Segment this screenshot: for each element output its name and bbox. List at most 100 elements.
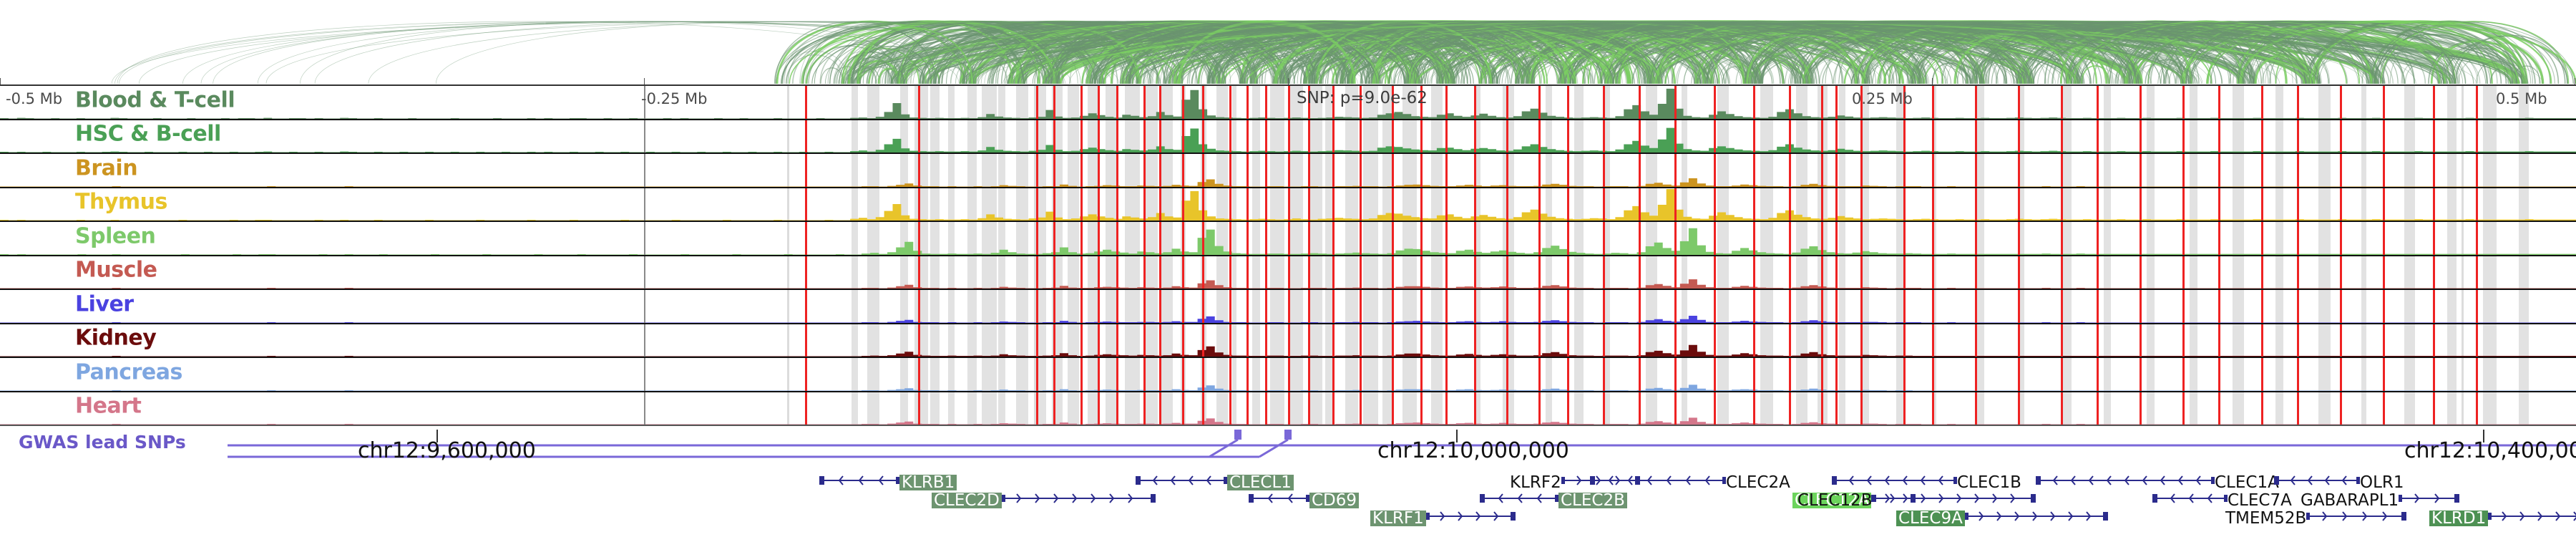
snp-marker[interactable]: [2261, 358, 2263, 391]
snp-marker[interactable]: [1246, 154, 1249, 187]
snp-marker[interactable]: [1860, 188, 1863, 221]
snp-marker[interactable]: [805, 290, 807, 323]
snp-marker[interactable]: [1116, 358, 1118, 391]
snp-marker[interactable]: [1674, 358, 1677, 391]
snp-marker[interactable]: [1265, 188, 1267, 221]
snp-marker[interactable]: [1182, 256, 1184, 289]
snp-marker[interactable]: [1036, 86, 1038, 119]
snp-marker[interactable]: [1265, 256, 1267, 289]
snp-marker[interactable]: [1714, 154, 1716, 187]
snp-marker[interactable]: [1143, 392, 1146, 425]
snp-marker[interactable]: [1159, 290, 1161, 323]
snp-marker[interactable]: [2261, 222, 2263, 255]
snp-marker[interactable]: [2097, 188, 2099, 221]
snp-marker[interactable]: [1288, 290, 1290, 323]
snp-marker[interactable]: [1714, 86, 1716, 119]
snp-marker[interactable]: [1821, 188, 1823, 221]
snp-marker[interactable]: [1229, 392, 1231, 425]
snp-marker[interactable]: [2182, 392, 2185, 425]
snp-marker[interactable]: [1246, 86, 1249, 119]
track-spleen[interactable]: Spleen: [0, 222, 2576, 256]
snp-marker[interactable]: [2297, 358, 2299, 391]
snp-marker[interactable]: [1265, 222, 1267, 255]
track-liver[interactable]: Liver: [0, 290, 2576, 324]
snp-marker[interactable]: [1789, 324, 1791, 357]
snp-marker[interactable]: [1538, 392, 1541, 425]
snp-marker[interactable]: [1392, 358, 1394, 391]
snp-marker[interactable]: [2476, 86, 2478, 119]
snp-marker[interactable]: [1308, 120, 1310, 153]
snp-marker[interactable]: [1506, 154, 1508, 187]
snp-marker[interactable]: [918, 256, 920, 289]
snp-marker[interactable]: [2061, 290, 2063, 323]
snp-marker[interactable]: [1714, 188, 1716, 221]
snp-marker[interactable]: [1229, 256, 1231, 289]
snp-marker[interactable]: [1506, 324, 1508, 357]
snp-marker[interactable]: [1080, 120, 1083, 153]
snp-marker[interactable]: [1246, 222, 1249, 255]
snp-marker[interactable]: [2383, 324, 2385, 357]
snp-marker[interactable]: [1567, 324, 1569, 357]
snp-marker[interactable]: [1903, 256, 1906, 289]
snp-marker[interactable]: [1639, 290, 1641, 323]
snp-marker[interactable]: [2261, 256, 2263, 289]
snp-marker[interactable]: [1835, 256, 1838, 289]
snp-marker[interactable]: [2218, 358, 2220, 391]
snp-marker[interactable]: [1036, 222, 1038, 255]
snp-marker[interactable]: [1835, 222, 1838, 255]
snp-marker[interactable]: [1098, 324, 1100, 357]
snp-marker[interactable]: [1036, 120, 1038, 153]
snp-marker[interactable]: [1975, 86, 1977, 119]
snp-marker[interactable]: [1080, 256, 1083, 289]
snp-marker[interactable]: [1053, 222, 1055, 255]
snp-marker[interactable]: [2340, 120, 2342, 153]
snp-marker[interactable]: [2218, 86, 2220, 119]
snp-marker[interactable]: [1420, 358, 1423, 391]
snp-marker[interactable]: [1903, 188, 1906, 221]
snp-marker[interactable]: [1420, 222, 1423, 255]
snp-marker[interactable]: [1159, 256, 1161, 289]
snp-marker[interactable]: [1639, 324, 1641, 357]
snp-marker[interactable]: [1182, 120, 1184, 153]
snp-marker[interactable]: [2433, 154, 2435, 187]
snp-marker[interactable]: [2097, 290, 2099, 323]
snp-marker[interactable]: [1143, 188, 1146, 221]
snp-marker[interactable]: [1332, 188, 1335, 221]
snp-marker[interactable]: [1098, 120, 1100, 153]
snp-marker[interactable]: [1474, 324, 1476, 357]
snp-marker[interactable]: [1860, 154, 1863, 187]
snp-marker[interactable]: [1903, 86, 1906, 119]
snp-marker[interactable]: [1975, 222, 1977, 255]
snp-marker[interactable]: [1474, 154, 1476, 187]
snp-marker[interactable]: [805, 188, 807, 221]
snp-marker[interactable]: [2340, 324, 2342, 357]
snp-marker[interactable]: [1603, 154, 1605, 187]
snp-marker[interactable]: [1903, 392, 1906, 425]
snp-marker[interactable]: [1202, 86, 1204, 119]
snp-marker[interactable]: [918, 188, 920, 221]
snp-marker[interactable]: [1265, 86, 1267, 119]
snp-marker[interactable]: [1932, 154, 1934, 187]
gene-clec9a[interactable]: CLEC9A: [1896, 508, 2108, 526]
snp-marker[interactable]: [1674, 256, 1677, 289]
gene-clec2b[interactable]: CLEC2B: [1480, 490, 1627, 508]
snp-marker[interactable]: [1603, 222, 1605, 255]
snp-marker[interactable]: [2433, 392, 2435, 425]
snp-marker[interactable]: [1835, 188, 1838, 221]
snp-marker[interactable]: [1753, 290, 1755, 323]
snp-marker[interactable]: [1538, 188, 1541, 221]
snp-marker[interactable]: [1567, 188, 1569, 221]
snp-marker[interactable]: [1036, 358, 1038, 391]
snp-marker[interactable]: [1202, 392, 1204, 425]
snp-marker[interactable]: [2140, 188, 2142, 221]
snp-marker[interactable]: [1360, 256, 1362, 289]
snp-marker[interactable]: [1903, 222, 1906, 255]
snp-marker[interactable]: [1246, 324, 1249, 357]
snp-marker[interactable]: [1821, 256, 1823, 289]
gene-clec1b[interactable]: CLEC1B: [1832, 473, 2021, 490]
snp-marker[interactable]: [1603, 86, 1605, 119]
snp-marker[interactable]: [1143, 86, 1146, 119]
snp-marker[interactable]: [1420, 324, 1423, 357]
snp-marker[interactable]: [1036, 154, 1038, 187]
snp-marker[interactable]: [2297, 86, 2299, 119]
